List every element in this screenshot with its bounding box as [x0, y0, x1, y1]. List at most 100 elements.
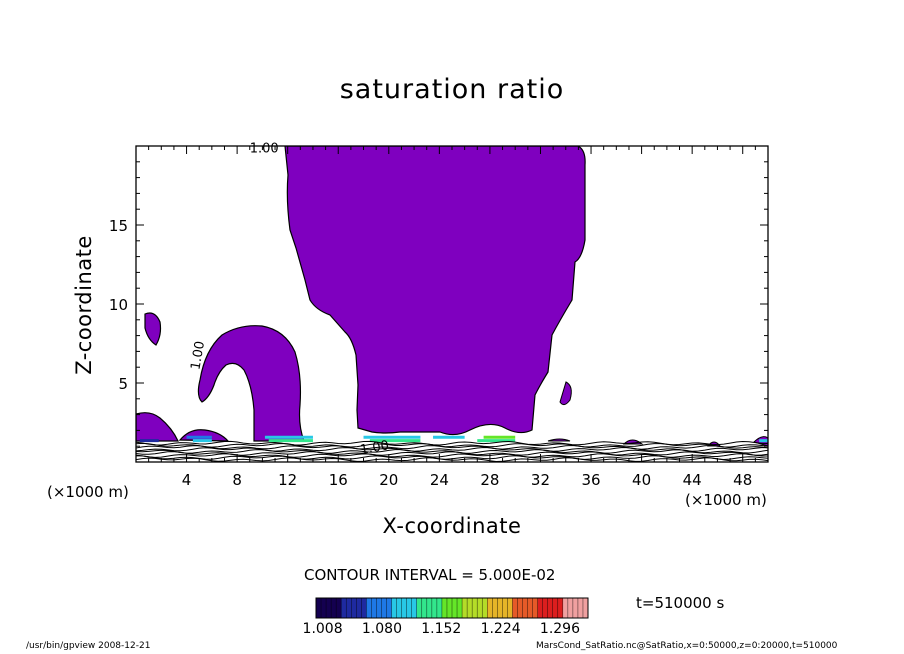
colorbar-step	[542, 598, 549, 618]
chart-title: saturation ratio	[339, 74, 565, 105]
right-small-blob	[559, 381, 572, 406]
x-tick-label: 32	[531, 471, 550, 489]
footer-left: /usr/bin/gpview 2008-12-21	[26, 641, 151, 651]
colorbar-step	[391, 598, 397, 618]
contour-label: 1.00	[250, 141, 279, 156]
x-tick-label: 36	[581, 471, 600, 489]
colorbar-step	[527, 598, 533, 618]
colorbar-step	[336, 598, 342, 618]
colorbar-tick-label: 1.008	[303, 621, 343, 637]
colorbar-step	[376, 598, 382, 618]
colorbar-step	[316, 598, 322, 618]
colorbar	[315, 598, 589, 618]
contour-label: 1.00	[359, 438, 390, 458]
x-tick-label: 48	[733, 471, 752, 489]
x-axis-label: X-coordinate	[382, 514, 522, 538]
x-tick-label: 16	[329, 471, 348, 489]
colorbar-step	[341, 598, 347, 618]
surface-contour-line	[136, 449, 768, 454]
colorbar-step	[462, 598, 468, 618]
colorbar-step	[436, 598, 443, 618]
x-tick-label: 24	[430, 471, 449, 489]
colorbar-step	[326, 598, 332, 618]
low-layer-left	[136, 412, 179, 442]
colorbar-step	[346, 598, 352, 618]
colorbar-step	[361, 598, 367, 618]
colorbar-step	[331, 598, 337, 618]
colorbar-tick-label: 1.224	[481, 621, 521, 637]
surface-contour-line	[136, 444, 768, 450]
colorbar-step	[492, 598, 498, 618]
supersaturated-region	[136, 146, 768, 447]
colorbar-step	[371, 598, 377, 618]
colorbar-step	[416, 598, 423, 618]
colorbar-step	[562, 598, 569, 618]
colorbar-step	[497, 598, 503, 618]
colorbar-step	[426, 598, 433, 618]
y-tick-label: 10	[109, 296, 128, 314]
y-tick-label: 5	[118, 375, 128, 393]
contour-labels: 1.00 1.00 1.00	[188, 141, 390, 458]
x-tick-label: 8	[232, 471, 242, 489]
colorbar-step	[517, 598, 523, 618]
colorbar-tick-labels: 1.008 1.080 1.152 1.224 1.296	[303, 621, 581, 637]
colorbar-step	[537, 598, 544, 618]
colorbar-step	[366, 598, 372, 618]
x-tick-label: 12	[278, 471, 297, 489]
colorbar-step	[396, 598, 403, 618]
colorbar-step	[467, 598, 473, 618]
colorbar-step	[487, 598, 493, 618]
hook-plume	[197, 325, 305, 442]
colorbar-step	[441, 598, 448, 618]
y-axis-label: Z-coordinate	[72, 235, 96, 375]
high-saturation-streaks	[139, 435, 768, 443]
colorbar-step	[522, 598, 528, 618]
x-tick-label: 28	[480, 471, 499, 489]
x-tick-label: 40	[632, 471, 651, 489]
colorbar-step	[547, 598, 554, 618]
colorbar-step	[472, 598, 478, 618]
colorbar-step	[502, 598, 508, 618]
colorbar-step	[512, 598, 518, 618]
colorbar-step	[351, 598, 357, 618]
colorbar-step	[507, 598, 513, 618]
colorbar-step	[567, 598, 574, 618]
colorbar-step	[477, 598, 483, 618]
colorbar-step	[356, 598, 362, 618]
low-layer-right-1	[547, 438, 571, 442]
contour-label: 1.00	[188, 340, 208, 371]
colorbar-step	[452, 598, 458, 618]
colorbar-step	[532, 598, 539, 618]
colorbar-step	[557, 598, 564, 618]
colorbar-step	[386, 598, 392, 618]
colorbar-frame	[315, 597, 589, 619]
y-tick-label: 15	[109, 217, 128, 235]
colorbar-step	[431, 598, 438, 618]
colorbar-tick-label: 1.080	[362, 621, 402, 637]
left-blob	[144, 312, 162, 346]
colorbar-step	[446, 598, 453, 618]
x-tick-label: 20	[379, 471, 398, 489]
colorbar-step	[552, 598, 559, 618]
surface-contour-line	[136, 446, 768, 452]
colorbar-step	[401, 598, 408, 618]
colorbar-tick-label: 1.296	[540, 621, 580, 637]
x-axis: 4 8 12 16 20 24 28 32 36 40 44 48	[148, 146, 756, 489]
colorbar-step	[457, 598, 463, 618]
x-tick-label: 44	[683, 471, 702, 489]
colorbar-tick-label: 1.152	[421, 621, 461, 637]
footer-right: MarsCond_SatRatio.nc@SatRatio,x=0:50000,…	[536, 641, 838, 651]
contour-interval-label: CONTOUR INTERVAL = 5.000E-02	[304, 566, 556, 584]
colorbar-step	[577, 598, 584, 618]
x-unit-label-left: (×1000 m)	[47, 483, 129, 501]
colorbar-step	[482, 598, 488, 618]
colorbar-step	[572, 598, 579, 618]
x-tick-label: 4	[182, 471, 192, 489]
x-unit-label-right: (×1000 m)	[685, 491, 767, 509]
time-label: t=510000 s	[636, 594, 725, 612]
colorbar-step	[321, 598, 327, 618]
colorbar-step	[411, 598, 418, 618]
colorbar-step	[582, 598, 589, 618]
